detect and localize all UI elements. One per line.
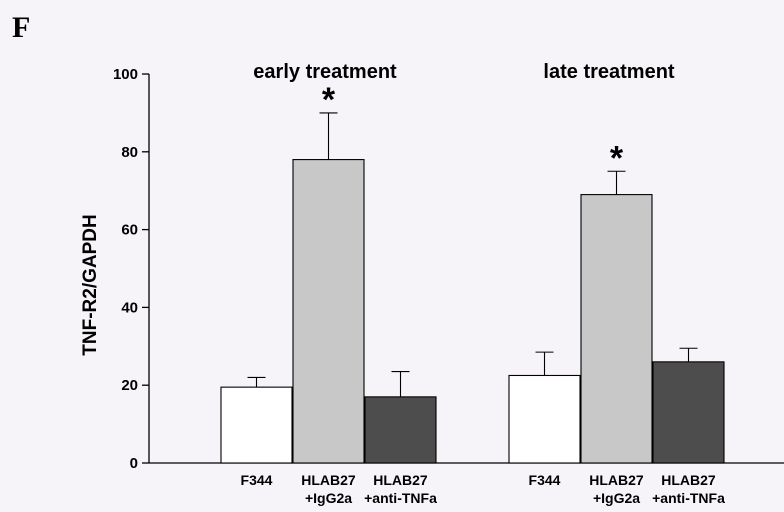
bar bbox=[580, 194, 653, 464]
category-label: +IgG2a bbox=[305, 490, 352, 506]
y-tick-label: 60 bbox=[121, 222, 138, 239]
panel-label: F bbox=[12, 11, 30, 44]
category-label: +anti-TNFa bbox=[652, 490, 725, 506]
category-label: F344 bbox=[529, 472, 561, 488]
category-label: HLAB27 bbox=[661, 472, 716, 488]
bar bbox=[364, 396, 437, 464]
category-label: +IgG2a bbox=[593, 490, 640, 506]
y-axis-title: TNF-R2/GAPDH bbox=[80, 214, 101, 355]
labels: early treatment F344 * HLAB27 +IgG2a HLAB27 +a… bbox=[241, 61, 726, 506]
category-label: +anti-TNFa bbox=[364, 490, 437, 506]
y-tick-label: 0 bbox=[130, 455, 138, 472]
significance-marker: * bbox=[322, 81, 336, 119]
y-tick-label: 40 bbox=[121, 299, 138, 316]
bar bbox=[652, 361, 725, 464]
category-label: HLAB27 bbox=[589, 472, 644, 488]
category-label: HLAB27 bbox=[301, 472, 356, 488]
category-label: HLAB27 bbox=[373, 472, 428, 488]
bar bbox=[508, 374, 581, 464]
y-tick-label: 80 bbox=[121, 144, 138, 161]
bars bbox=[220, 112, 725, 464]
group-title: early treatment bbox=[253, 61, 397, 83]
category-label: F344 bbox=[241, 472, 273, 488]
y-tick-label: 20 bbox=[121, 377, 138, 394]
group-title: late treatment bbox=[543, 61, 674, 83]
bar bbox=[292, 159, 365, 464]
significance-marker: * bbox=[610, 139, 624, 177]
y-tick-label: 100 bbox=[113, 66, 138, 83]
bar bbox=[220, 386, 293, 464]
